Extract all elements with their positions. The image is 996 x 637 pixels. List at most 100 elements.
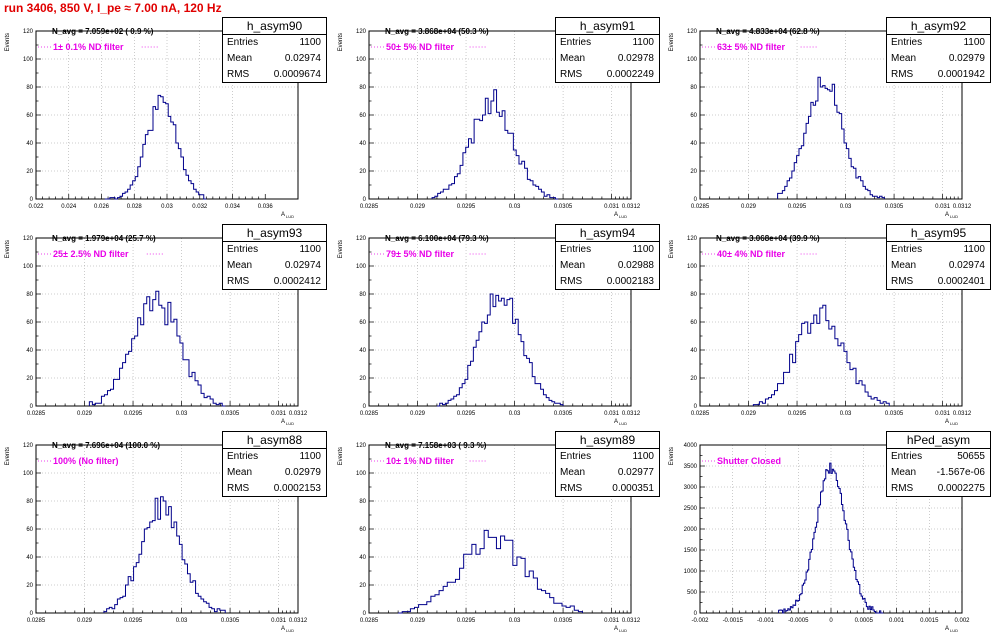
filter-label: 25± 2.5% ND filter	[53, 249, 129, 259]
stat-value-rms: 0.0009674	[273, 69, 321, 80]
x-tick-label: 0.032	[192, 204, 208, 210]
y-tick-label: 100	[356, 57, 367, 63]
histogram-name: h_asym88	[223, 432, 326, 449]
x-tick-label: -0.0005	[788, 618, 809, 624]
y-axis-label: Events	[669, 33, 675, 51]
y-tick-label: 100	[687, 57, 698, 63]
histogram-plot: 0.0285 0.029 0.0295 0.03 0.0305 0.031 0.0312 0 2…	[5, 234, 308, 426]
y-tick-label: 60	[690, 113, 697, 119]
y-tick-label: 0	[363, 404, 367, 410]
y-tick-label: 0	[694, 197, 698, 203]
histogram-plot: 0.0285 0.029 0.0295 0.03 0.0305 0.031 0.0312 0 2…	[338, 441, 641, 633]
x-tick-label: 0.029	[741, 204, 757, 210]
stat-row-rms: RMS 0.0009674	[223, 67, 326, 83]
y-tick-label: 20	[359, 169, 366, 175]
navg-label: N_avg = 7.158e+03 ( 9.3 %)	[385, 441, 487, 450]
x-tick-label: 0.0312	[622, 618, 641, 624]
y-tick-label: 1500	[684, 548, 698, 554]
stat-row-mean: Mean 0.02988	[556, 258, 659, 274]
x-tick-label: 0.0305	[885, 411, 904, 417]
stats-box: h_asym95 Entries 1100 Mean 0.02974 RMS 0.00024…	[886, 224, 991, 290]
y-axis-label: Events	[338, 240, 344, 258]
stat-row-entries: Entries 1100	[223, 449, 326, 465]
stat-row-rms: RMS 0.0002412	[223, 274, 326, 290]
x-tick-label: 0.03	[840, 204, 852, 210]
x-tick-label: 0.031	[604, 204, 620, 210]
y-tick-label: 80	[359, 292, 366, 298]
x-tick-label: 0.0285	[27, 411, 46, 417]
plot-frame	[699, 30, 963, 200]
y-tick-label: 0	[363, 611, 367, 617]
stats-box: h_asym92 Entries 1100 Mean 0.02979 RMS 0.00019…	[886, 17, 991, 83]
x-axis-label: ALUD	[281, 419, 294, 426]
stat-label-mean: Mean	[891, 260, 917, 271]
x-tick-label: 0.029	[410, 411, 426, 417]
stat-value-rms: 0.0002183	[606, 276, 654, 287]
stat-value-entries: 1100	[963, 244, 985, 255]
x-tick-label: 0.0312	[622, 411, 641, 417]
y-tick-label: 20	[26, 376, 33, 382]
stat-value-mean: 0.02974	[948, 260, 985, 271]
y-tick-label: 80	[26, 85, 33, 91]
y-tick-label: 0	[363, 197, 367, 203]
y-tick-label: 0	[694, 611, 698, 617]
x-tick-label: 0.0312	[953, 204, 972, 210]
x-tick-label: 0.028	[127, 204, 143, 210]
y-axis-label: Events	[338, 33, 344, 51]
histogram-panel-h_asym92: 0.0285 0.029 0.0295 0.03 0.0305 0.031 0.0312 0 2…	[664, 17, 996, 223]
x-tick-label: 0.031	[935, 411, 951, 417]
filter-label: Shutter Closed	[717, 456, 781, 466]
stats-box: h_asym89 Entries 1100 Mean 0.02977 RMS 0.00035…	[555, 431, 660, 497]
y-tick-label: 0	[30, 197, 34, 203]
navg-label: N_avg = 6.100e+04 (79.3 %)	[385, 234, 489, 243]
histogram-name: hPed_asym	[887, 432, 990, 449]
x-tick-label: 0.03	[509, 411, 521, 417]
stat-label-mean: Mean	[560, 467, 586, 478]
y-tick-label: 40	[690, 141, 697, 147]
stat-label-rms: RMS	[891, 276, 914, 287]
histogram-plot: 0.022 0.024 0.026 0.028 0.03 0.032 0.034 0.036 0…	[5, 27, 299, 219]
y-tick-label: 3500	[684, 464, 698, 470]
stat-label-rms: RMS	[227, 276, 250, 287]
y-tick-label: 20	[26, 169, 33, 175]
stat-row-rms: RMS 0.0002275	[887, 481, 990, 497]
stat-label-entries: Entries	[891, 244, 923, 255]
stat-row-entries: Entries 1100	[223, 242, 326, 258]
y-axis-label: Events	[5, 33, 11, 51]
plot-frame	[699, 444, 963, 614]
stat-label-entries: Entries	[891, 37, 923, 48]
y-tick-label: 100	[23, 57, 34, 63]
histogram-series	[104, 94, 207, 200]
y-tick-label: 60	[26, 320, 33, 326]
histogram-panel-h_asym91: 0.0285 0.029 0.0295 0.03 0.0305 0.031 0.0312 0 2…	[333, 17, 665, 223]
stat-label-entries: Entries	[560, 37, 592, 48]
x-tick-label: 0.034	[225, 204, 241, 210]
x-tick-label: 0.0285	[691, 411, 710, 417]
plot-frame	[35, 444, 299, 614]
y-tick-label: 20	[359, 583, 366, 589]
stat-label-mean: Mean	[227, 467, 253, 478]
x-tick-label: 0.0285	[691, 204, 710, 210]
stat-label-entries: Entries	[227, 37, 259, 48]
x-tick-label: 0.0295	[788, 204, 807, 210]
histogram-series	[436, 293, 564, 407]
x-tick-label: -0.002	[691, 618, 709, 624]
x-tick-label: 0	[829, 618, 833, 624]
stat-label-mean: Mean	[227, 260, 253, 271]
navg-label: N_avg = 7.696e+04 (100.0 %)	[52, 441, 160, 450]
stat-label-entries: Entries	[560, 244, 592, 255]
stat-row-mean: Mean 0.02979	[223, 465, 326, 481]
histogram-series	[88, 290, 226, 407]
y-tick-label: 120	[356, 236, 367, 242]
stat-row-entries: Entries 1100	[887, 35, 990, 51]
stat-value-rms: 0.000351	[612, 483, 654, 494]
stat-label-rms: RMS	[560, 69, 583, 80]
stats-box: h_asym90 Entries 1100 Mean 0.02974 RMS 0.00096…	[222, 17, 327, 83]
x-axis-label: ALUD	[614, 419, 627, 426]
navg-label: N_avg = 7.059e+02 ( 0.9 %)	[52, 27, 154, 36]
x-tick-label: 0.001	[889, 618, 905, 624]
y-tick-label: 100	[356, 264, 367, 270]
stat-value-rms: 0.0002275	[937, 483, 985, 494]
y-axis-label: Events	[5, 240, 11, 258]
x-tick-label: -0.0015	[723, 618, 744, 624]
